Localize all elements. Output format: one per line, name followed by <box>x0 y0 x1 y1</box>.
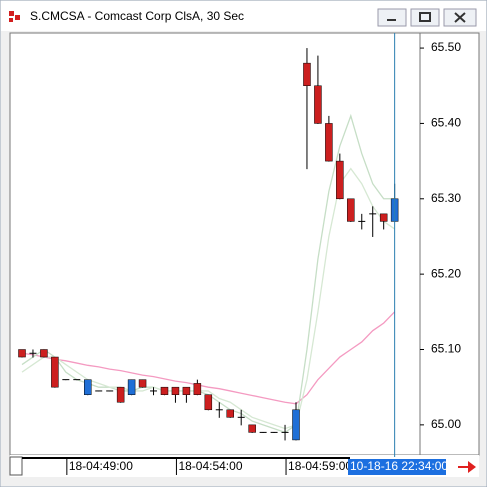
x-tick-label: 18-04:54:00 <box>178 459 242 473</box>
candle-body <box>171 386 180 395</box>
candle-body <box>237 416 245 418</box>
candle-body <box>193 383 202 395</box>
candle-body <box>314 85 322 124</box>
candle-body <box>215 409 223 411</box>
candle-body <box>116 386 125 403</box>
candle-body <box>281 431 289 433</box>
window-title: S.CMCSA - Comcast Corp ClsA, 30 Sec <box>30 9 244 23</box>
y-tick-label: 65.10 <box>431 342 461 356</box>
y-tick-label: 65.50 <box>431 40 461 54</box>
moving-average-line <box>21 167 396 430</box>
candle-body <box>204 394 213 411</box>
plot-area <box>9 32 421 456</box>
moving-average-line <box>21 311 396 405</box>
candle-body <box>84 379 92 395</box>
candle-body <box>150 390 158 392</box>
candle-body <box>106 390 114 392</box>
candle-body <box>29 352 37 354</box>
candle-body <box>62 379 70 381</box>
candle-body <box>358 220 366 222</box>
maximize-button[interactable] <box>410 8 440 27</box>
candle-body <box>270 431 278 433</box>
candle-body <box>182 386 191 395</box>
x-tick-label: 18-04:49:00 <box>69 459 133 473</box>
cursor-label: 10-18-16 22:34:00 <box>350 459 448 473</box>
minimize-button[interactable] <box>377 8 407 27</box>
candle-body <box>379 213 388 222</box>
candle-body <box>127 379 136 395</box>
scroll-box[interactable] <box>9 456 23 476</box>
candle-body <box>226 409 234 418</box>
y-tick-label: 65.30 <box>431 191 461 205</box>
candle-body <box>347 198 355 222</box>
price-axis <box>419 32 480 456</box>
y-tick-label: 65.20 <box>431 266 461 280</box>
candle-body <box>325 123 333 162</box>
candle-body <box>369 213 377 215</box>
candle-body <box>303 62 311 86</box>
x-tick-label: 18-04:59:00 <box>288 459 352 473</box>
candle-body <box>292 409 300 441</box>
y-tick-label: 65.00 <box>431 417 461 431</box>
candle-body <box>160 386 169 395</box>
candle-body <box>18 349 26 358</box>
candle-body <box>51 356 59 388</box>
candle-body <box>40 349 48 358</box>
y-tick-label: 65.40 <box>431 116 461 130</box>
candle-body <box>248 424 256 433</box>
candle-body <box>95 390 103 392</box>
candle-body <box>138 379 147 388</box>
cursor-label-box <box>348 459 446 475</box>
scroll-right-arrow[interactable] <box>458 461 476 473</box>
candle-body <box>259 431 267 433</box>
candle-body <box>336 160 344 200</box>
candle-body <box>73 379 81 381</box>
app-icon <box>9 11 20 22</box>
